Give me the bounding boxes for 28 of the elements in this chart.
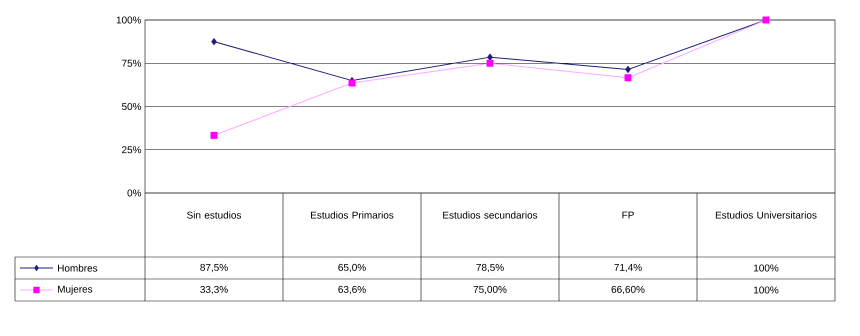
data-label: 66,60% (612, 286, 645, 294)
data-label: 65,0% (338, 264, 366, 272)
data-label: 78,5% (476, 264, 504, 272)
x-tick-label: Sin estudios (187, 211, 242, 219)
point (486, 60, 494, 67)
legend-label: Hombres (58, 264, 98, 272)
x-tick-label: Estudios secundarios (443, 211, 538, 219)
y-tick-label: 25% (122, 146, 142, 154)
data-label: 71,4% (614, 264, 642, 272)
x-tick-label: FP (622, 212, 634, 218)
point (211, 38, 217, 46)
point (210, 132, 218, 139)
x-tick-label: Estudios Primarios (311, 211, 394, 219)
data-label: 100% (754, 264, 778, 272)
y-tick-label: 75% (122, 60, 142, 67)
point (624, 74, 632, 82)
y-tick-label: 50% (122, 102, 142, 110)
data-label: 33,3% (200, 286, 228, 294)
y-tick-label: 100% (116, 16, 142, 24)
point (487, 54, 493, 61)
data-label: 87,5% (200, 264, 228, 272)
point (625, 66, 631, 73)
data-label: 100% (754, 286, 778, 294)
x-tick-label: Estudios Universitarios (716, 211, 817, 219)
legend-label: Mujeres (58, 285, 92, 295)
data-label: 63,6% (338, 286, 366, 294)
data-label: 75,00% (474, 286, 507, 294)
y-tick-label: 0% (127, 189, 142, 197)
